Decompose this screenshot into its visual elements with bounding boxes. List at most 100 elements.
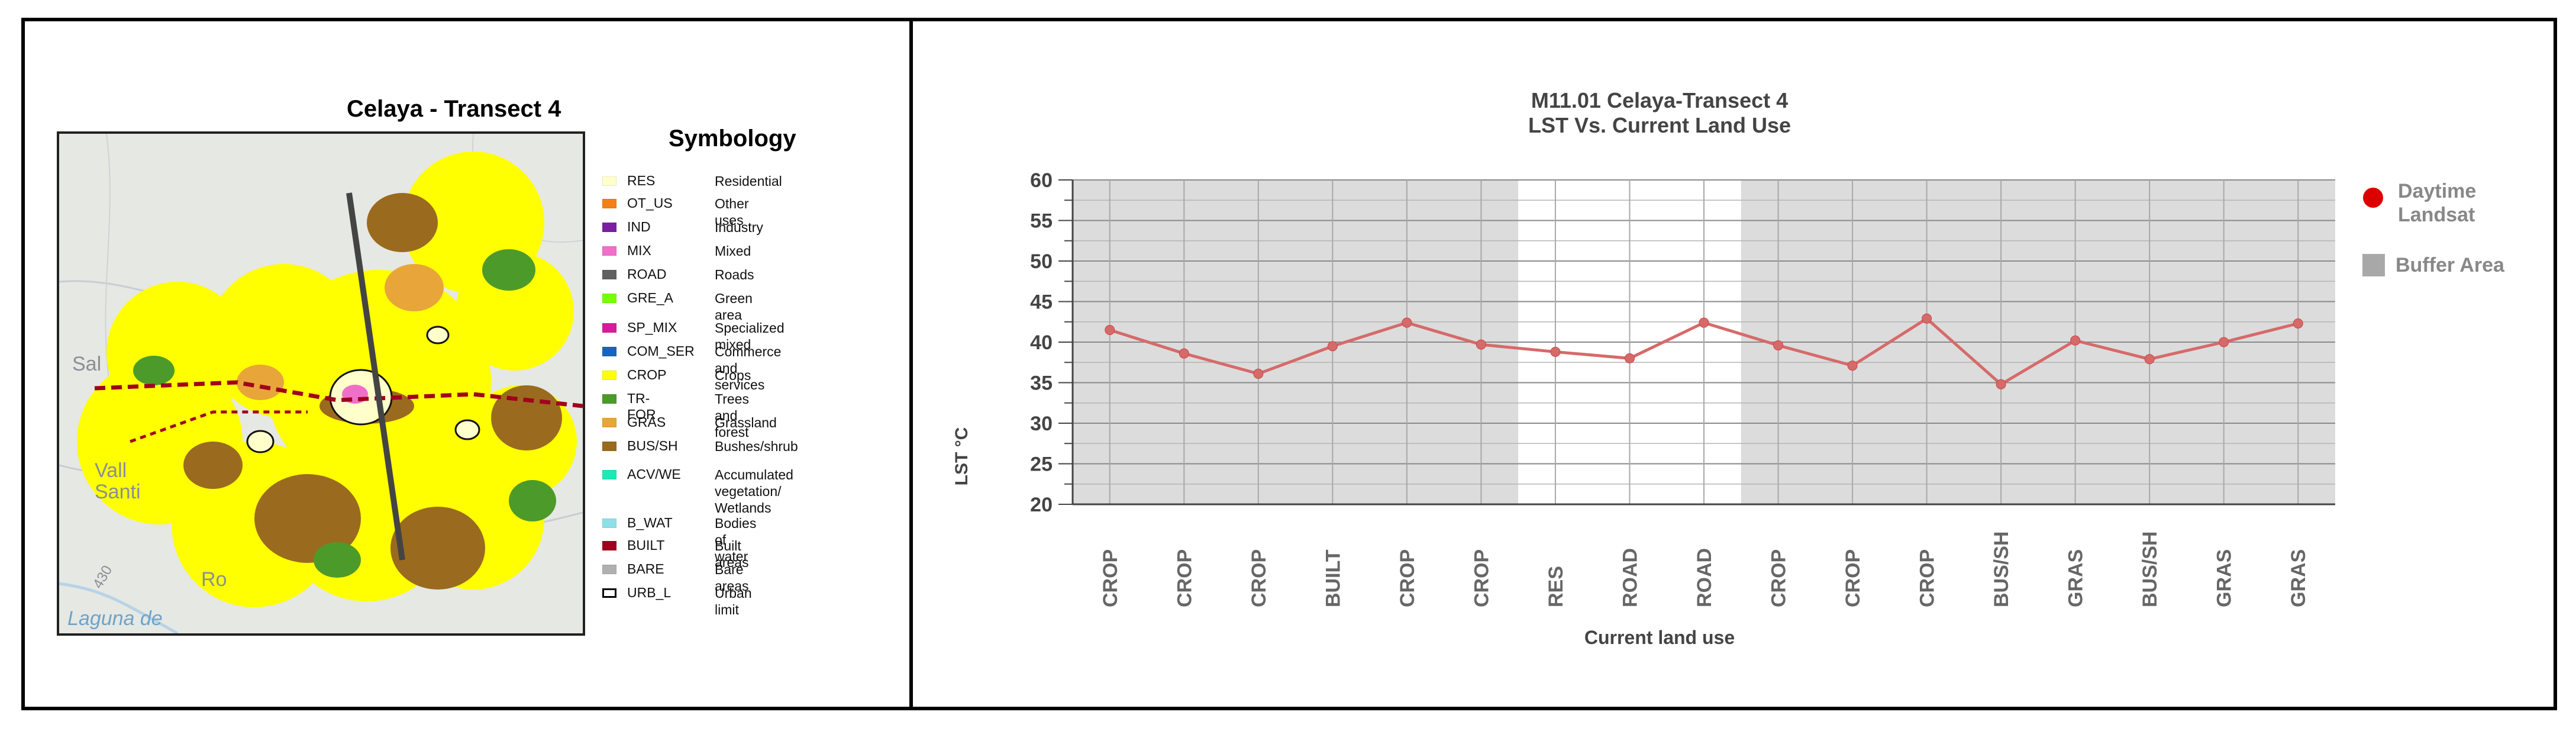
legend-code: GRAS xyxy=(627,414,666,430)
y-tick-label: 50 xyxy=(1030,250,1053,273)
legend-swatch xyxy=(602,394,616,404)
data-point xyxy=(1922,313,1932,324)
x-axis-label: Current land use xyxy=(1584,627,1735,648)
legend-code: COM_SER xyxy=(627,343,695,359)
data-point xyxy=(1105,324,1115,335)
x-tick-label: ROAD xyxy=(1619,548,1641,607)
legend-swatch xyxy=(602,199,616,208)
data-point xyxy=(1327,341,1338,352)
legend-name: Urban limit xyxy=(715,585,752,617)
x-tick-label: CROP xyxy=(1396,549,1419,607)
y-tick-label: 40 xyxy=(1030,331,1053,354)
legend-code: OT_US xyxy=(627,195,673,211)
legend-swatch xyxy=(602,541,616,550)
x-tick-label: GRAS xyxy=(2213,549,2236,607)
y-tick-label: 55 xyxy=(1030,210,1053,233)
legend-code: BUS/SH xyxy=(627,438,678,453)
legend-code: TR-FOR xyxy=(627,391,656,422)
legend-name: Industry xyxy=(715,220,763,235)
legend-swatch xyxy=(602,223,616,232)
figure-frame xyxy=(21,18,2557,710)
legend-swatch xyxy=(602,588,616,598)
x-tick-label: CROP xyxy=(1768,549,1790,607)
legend-name: Green area xyxy=(715,291,753,323)
x-tick-label: CROP xyxy=(1248,549,1270,607)
chart-title: M11.01 Celaya-Transect 4 xyxy=(1531,88,1788,112)
data-point xyxy=(2070,335,2081,346)
legend-code: BARE xyxy=(627,561,664,577)
chart-legend: Daytime Landsat Buffer Area xyxy=(2362,180,2505,276)
data-point xyxy=(1253,368,1264,379)
data-point xyxy=(1402,317,1412,328)
legend-code: ROAD xyxy=(627,266,667,282)
x-tick-label: BUS/SH xyxy=(1990,532,2013,607)
legend-code: MIX xyxy=(627,243,651,258)
legend-swatch xyxy=(602,270,616,279)
legend-name: Bare areas xyxy=(715,562,749,594)
x-tick-label: GRAS xyxy=(2065,549,2087,607)
x-tick-label: BUILT xyxy=(1322,549,1344,607)
legend-name: Other uses xyxy=(715,196,749,228)
legend-code: IND xyxy=(627,219,651,234)
basemap-label: Ro xyxy=(201,568,227,591)
legend-code: BUILT xyxy=(627,537,665,553)
data-point xyxy=(1179,348,1189,359)
legend-name: Mixed xyxy=(715,243,751,259)
y-axis: 20 25 30 35 40 45 50 55 60 xyxy=(1030,169,1074,516)
y-tick-label: 20 xyxy=(1030,494,1053,516)
legend-swatch xyxy=(602,442,616,451)
data-point xyxy=(1624,353,1635,363)
legend-swatch xyxy=(602,176,616,186)
legend-name: Crops xyxy=(715,368,751,383)
map-graphic: Sal Vall Santi Laguna de Ro 430 xyxy=(59,134,583,633)
legend-swatch xyxy=(602,565,616,574)
symbology-title: Symbology xyxy=(669,125,796,152)
data-point xyxy=(1699,317,1709,328)
basemap-label: Vall xyxy=(95,459,127,482)
legend-name: Roads xyxy=(715,267,754,282)
panel-divider xyxy=(909,18,913,710)
legend-name: Trees and forest xyxy=(715,391,749,440)
legend-name: Specialized mixed xyxy=(715,320,785,352)
data-point xyxy=(2293,318,2303,329)
y-tick-label: 30 xyxy=(1030,413,1053,435)
data-point xyxy=(1773,340,1784,350)
legend-swatch xyxy=(602,323,616,333)
legend-name: Commerce and services xyxy=(715,344,782,392)
x-tick-label: CROP xyxy=(1842,549,1864,607)
legend-label-daytime-line2: Landsat xyxy=(2398,204,2475,226)
map-title: Celaya - Transect 4 xyxy=(347,96,561,122)
y-tick-label: 35 xyxy=(1030,372,1053,395)
x-tick-label: CROP xyxy=(1173,549,1196,607)
data-point xyxy=(1996,379,2006,389)
x-tick-label: GRAS xyxy=(2287,549,2310,607)
basemap-label: Sal xyxy=(72,353,101,375)
legend-name: Bodies of water xyxy=(715,516,757,564)
data-point xyxy=(2144,354,2155,365)
basemap-label: Laguna de xyxy=(67,607,163,630)
chart-series xyxy=(1105,313,2303,389)
legend-code: RES xyxy=(627,173,656,188)
y-tick-label: 25 xyxy=(1030,453,1053,476)
legend-name: Grassland xyxy=(715,415,777,430)
chart-subtitle: LST Vs. Current Land Use xyxy=(1528,113,1791,137)
x-tick-label: RES xyxy=(1545,566,1567,607)
y-tick-label: 45 xyxy=(1030,291,1053,314)
basemap-label: Santi xyxy=(95,481,141,503)
legend-marker-daytime xyxy=(2363,188,2383,208)
x-axis: CROP CROP CROP BUILT CROP CROP RES ROAD ROAD CROP… xyxy=(1073,503,2335,607)
legend-code: CROP xyxy=(627,367,667,382)
legend-name: Residential xyxy=(715,173,782,189)
data-point xyxy=(1550,346,1561,357)
y-axis-label: LST °C xyxy=(952,427,971,486)
legend-swatch xyxy=(602,294,616,303)
legend-label-daytime-line1: Daytime xyxy=(2398,180,2476,202)
legend-swatch-buffer xyxy=(2362,254,2385,276)
legend-code: GRE_A xyxy=(627,290,673,305)
data-point xyxy=(1476,339,1486,350)
x-tick-label: CROP xyxy=(1099,549,1122,607)
legend-swatch xyxy=(602,470,616,479)
x-tick-label: BUS/SH xyxy=(2139,532,2161,607)
legend-name: Bushes/shrub xyxy=(715,439,798,454)
